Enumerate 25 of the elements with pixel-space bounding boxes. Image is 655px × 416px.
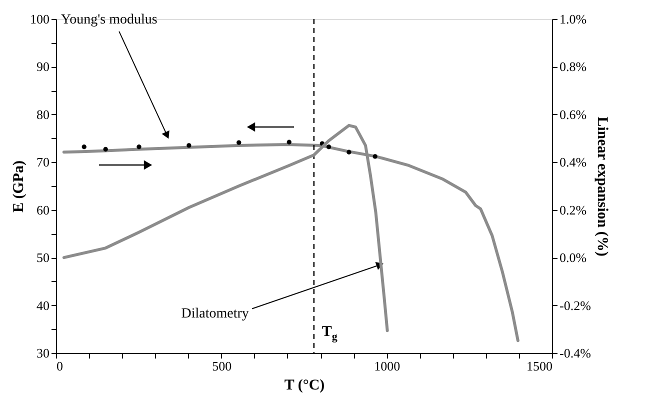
y-tick-label: 80 (36, 106, 50, 122)
y2-tick-label: 1.0% (560, 12, 587, 26)
x-tick-label: 0 (56, 358, 63, 374)
annotation: Dilatometry (181, 306, 249, 322)
x-tick-label: 1500 (526, 358, 552, 374)
y-tick-label: 60 (36, 202, 50, 218)
y2-tick-label: -0.2% (560, 298, 592, 313)
y-axis-title: E (GPa) (11, 160, 27, 213)
y2-tick-label: -0.4% (560, 346, 592, 360)
x-tick-label: 500 (212, 358, 232, 374)
y-tick-label: 70 (36, 154, 50, 170)
y-tick-label: 90 (36, 59, 50, 74)
y2-axis-title: Linear expansion (%) (594, 116, 610, 256)
y-tick-label: 30 (36, 346, 50, 360)
y2-tick-label: 0.4% (560, 154, 587, 170)
y-tick-label: 50 (36, 250, 50, 266)
annotation: Young's modulus (60, 12, 158, 28)
y2-tick-label: 0.0% (560, 250, 587, 266)
y2-tick-label: 0.8% (560, 59, 587, 74)
y-tick-label: 40 (36, 298, 50, 313)
x-tick-label: 1000 (374, 358, 400, 374)
y2-tick-label: 0.6% (560, 106, 587, 122)
y-tick-label: 100 (30, 12, 50, 26)
x-axis-title: T (°C) (284, 378, 325, 394)
y2-tick-label: 0.2% (560, 202, 587, 218)
